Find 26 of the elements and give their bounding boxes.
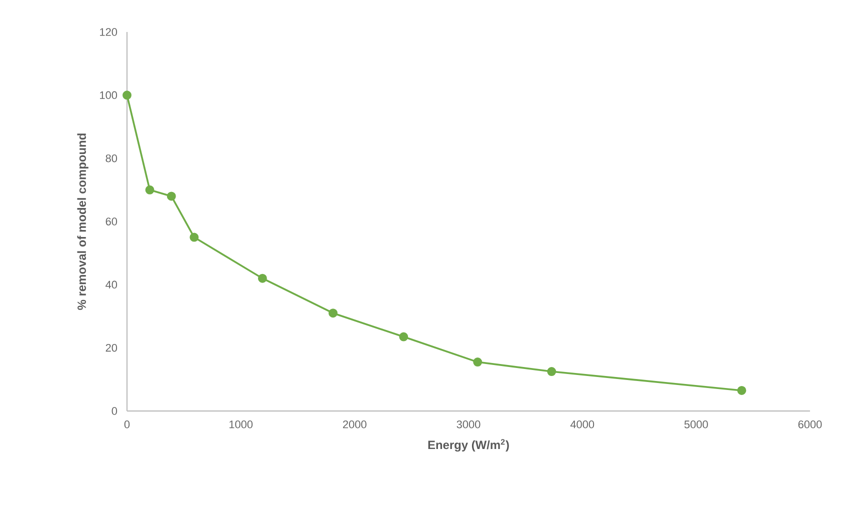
point xyxy=(399,332,408,342)
y-tick-label: 120 xyxy=(100,28,118,36)
point xyxy=(166,192,176,201)
y-tick-label: 80 xyxy=(106,154,118,162)
y-tick-label: 20 xyxy=(106,344,118,352)
point xyxy=(547,367,556,376)
y-tick-label: 60 xyxy=(106,218,118,226)
x-tick-label: 6000 xyxy=(798,420,822,428)
y-tick-label: 100 xyxy=(100,91,118,100)
y-tick-label: 40 xyxy=(106,280,118,289)
point xyxy=(190,232,199,242)
x-tick-label: 3000 xyxy=(456,420,480,428)
y-axis-title: % removal of model compound xyxy=(77,134,88,310)
x-tick-label: 5000 xyxy=(684,420,708,428)
point xyxy=(737,386,746,395)
point xyxy=(258,274,267,283)
x-axis-title: Energy (W/m$^{2}$) xyxy=(428,439,509,452)
x-tick-label: 0 xyxy=(124,420,130,428)
x-tick-label: 4000 xyxy=(570,420,594,428)
y-tick-label: 0 xyxy=(112,407,118,415)
point xyxy=(145,185,154,194)
point xyxy=(328,308,338,318)
x-tick-label: 1000 xyxy=(229,420,253,428)
point xyxy=(122,90,132,100)
x-tick-label: 2000 xyxy=(343,420,366,428)
point xyxy=(473,358,482,367)
